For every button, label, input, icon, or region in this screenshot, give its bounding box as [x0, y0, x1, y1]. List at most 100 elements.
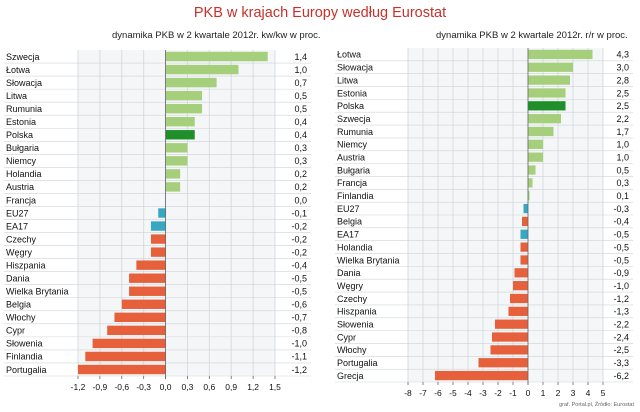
- bar: [150, 234, 166, 244]
- value-label: -0,6: [291, 300, 307, 310]
- category-label: Estonia: [337, 88, 367, 98]
- value-label: -0,2: [291, 247, 307, 257]
- category-label: Włochy: [6, 313, 36, 323]
- value-label: 0,5: [294, 104, 307, 114]
- bar: [528, 114, 561, 124]
- x-tick-label: 1,2: [247, 382, 259, 392]
- x-tick-label: 5: [601, 388, 606, 398]
- value-label: 4,3: [616, 50, 629, 60]
- bar: [435, 370, 528, 381]
- category-label: Słowenia: [6, 339, 43, 349]
- value-label: 0,7: [294, 78, 307, 88]
- value-label: 2,8: [616, 75, 629, 85]
- left-chart-subtitle: dynamika PKB w 2 kwartale 2012r. kw/kw w…: [112, 30, 321, 41]
- value-label: -1,0: [291, 339, 307, 349]
- left-bar-chart: Szwecja 1,4 Łotwa 1,0 Słowacja 0,7 Litwa 0,5 Rum…: [4, 50, 311, 392]
- chart-title: PKB w krajach Europy według Eurostat: [193, 5, 447, 21]
- x-tick-label: 1: [541, 388, 546, 398]
- bar: [513, 281, 528, 291]
- value-label: 0,4: [294, 117, 307, 127]
- value-label: -1,0: [613, 281, 629, 291]
- category-label: Finlandia: [337, 191, 374, 201]
- value-label: -3,3: [613, 358, 629, 368]
- bar: [165, 117, 195, 127]
- bar: [165, 182, 181, 192]
- category-label: Czechy: [6, 234, 37, 244]
- value-label: -1,2: [291, 365, 307, 375]
- value-label: 0,1: [616, 191, 629, 201]
- bar: [528, 88, 566, 98]
- value-label: 1,0: [616, 140, 629, 150]
- category-label: Wielka Brytania: [6, 287, 69, 297]
- category-label: Belgia: [337, 217, 362, 227]
- bar: [528, 75, 570, 85]
- category-label: Francja: [6, 195, 36, 205]
- bar: [136, 260, 166, 270]
- x-tick-label: -1,2: [71, 382, 86, 392]
- category-label: Estonia: [6, 117, 36, 127]
- value-label: 0,2: [294, 169, 307, 179]
- category-label: Cypr: [6, 326, 25, 336]
- value-label: -0,3: [613, 204, 629, 214]
- category-label: Portugalia: [6, 365, 47, 375]
- x-tick-label: 1,5: [269, 382, 281, 392]
- category-label: Niemcy: [6, 156, 37, 166]
- value-label: 0,3: [616, 178, 629, 188]
- category-label: Hiszpania: [337, 307, 377, 317]
- category-label: Hiszpania: [6, 260, 46, 270]
- value-label: -1,2: [613, 294, 629, 304]
- category-label: Cypr: [337, 332, 356, 342]
- bar: [165, 156, 188, 166]
- bar: [129, 273, 166, 283]
- category-label: Słowacja: [337, 63, 373, 73]
- x-tick-label: 2: [556, 388, 561, 398]
- category-label: Austria: [6, 182, 34, 192]
- bar: [520, 242, 528, 252]
- bar: [528, 152, 543, 162]
- category-label: Czechy: [337, 294, 368, 304]
- value-label: 0,2: [294, 182, 307, 192]
- value-label: -0,1: [291, 208, 307, 218]
- value-label: 1,0: [616, 152, 629, 162]
- category-label: Bułgaria: [6, 143, 39, 153]
- value-label: -0,9: [613, 268, 629, 278]
- value-label: -2,4: [613, 332, 629, 342]
- bar: [165, 130, 195, 140]
- value-label: -0,5: [613, 242, 629, 252]
- x-tick-label: 0,3: [182, 382, 194, 392]
- x-tick-label: -0,6: [114, 382, 129, 392]
- x-tick-label: 0,0: [160, 382, 172, 392]
- value-label: -2,2: [613, 319, 629, 329]
- category-label: Dania: [6, 274, 30, 284]
- value-label: -1,1: [291, 352, 307, 362]
- x-tick-label: -1: [509, 388, 517, 398]
- category-label: Holandia: [337, 242, 373, 252]
- category-label: Rumunia: [6, 104, 42, 114]
- bar: [520, 255, 528, 265]
- bar: [523, 203, 528, 214]
- bar: [528, 178, 533, 188]
- category-label: Włochy: [337, 345, 367, 355]
- category-label: Szwecja: [6, 52, 40, 62]
- bar: [495, 319, 528, 329]
- bar: [165, 143, 188, 153]
- bar: [528, 191, 530, 201]
- value-label: -1,3: [613, 307, 629, 317]
- category-label: EU27: [337, 204, 360, 214]
- category-label: Łotwa: [337, 50, 361, 60]
- value-label: 2,5: [616, 101, 629, 111]
- bar: [114, 312, 166, 323]
- category-label: EA17: [337, 230, 359, 240]
- bar: [510, 293, 528, 304]
- value-label: -0,5: [613, 230, 629, 240]
- bar: [522, 216, 528, 227]
- category-label: Francja: [337, 178, 367, 188]
- value-label: 1,7: [616, 127, 629, 137]
- bar: [528, 165, 536, 175]
- bar: [478, 358, 528, 368]
- x-tick-label: 4: [586, 388, 591, 398]
- category-label: Bułgaria: [337, 165, 370, 175]
- value-label: 0,3: [294, 143, 307, 153]
- right-chart-subtitle: dynamika PKB w 2 kwartale 2012r. r/r w p…: [436, 30, 628, 41]
- value-label: 2,2: [616, 114, 629, 124]
